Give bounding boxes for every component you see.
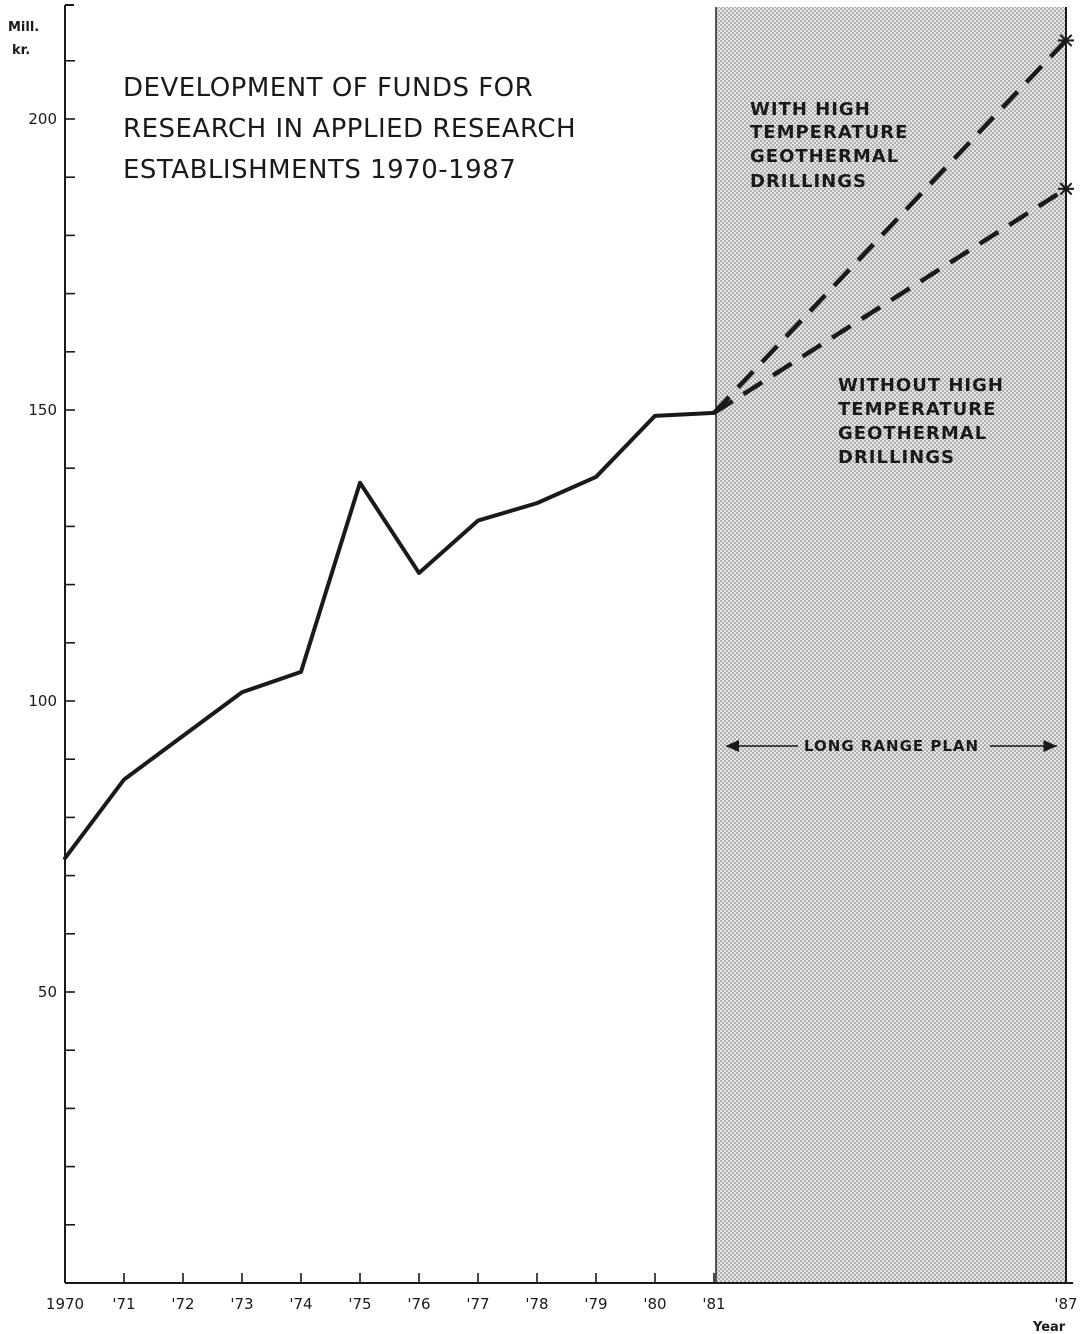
x-tick-label-1987: '87 xyxy=(1054,1295,1077,1313)
x-tick-label-1977: '77 xyxy=(466,1295,489,1313)
annotation-without-high-temp: WITHOUT HIGH TEMPERATURE GEOTHERMAL DRIL… xyxy=(838,375,1004,468)
title-line-3: ESTABLISHMENTS 1970-1987 xyxy=(123,155,516,185)
x-axis-label: Year xyxy=(1032,1320,1066,1334)
x-tick-label-1979: '79 xyxy=(584,1295,607,1313)
title-line-2: RESEARCH IN APPLIED RESEARCH xyxy=(123,114,576,144)
x-tick-label-1970: 1970 xyxy=(46,1295,84,1313)
y-tick-label-50: 50 xyxy=(38,983,57,1001)
annotation-with-line-1: WITH HIGH xyxy=(750,99,871,120)
star-stroke xyxy=(1059,182,1073,196)
x-tick-label-1972: '72 xyxy=(171,1295,194,1313)
y-tick-label-150: 150 xyxy=(28,401,57,419)
x-tick-label-1978: '78 xyxy=(525,1295,548,1313)
annotation-with-high-temp: WITH HIGH TEMPERATURE GEOTHERMAL DRILLIN… xyxy=(750,99,908,192)
annotation-with-line-2: TEMPERATURE xyxy=(750,122,908,143)
annotation-without-line-4: DRILLINGS xyxy=(838,447,955,468)
x-tick-label-1980: '80 xyxy=(643,1295,666,1313)
axes: 50 100 150 200 1970 '71 '72 '73 '74 '75 '76 '77 '78 '… xyxy=(28,4,1078,1313)
x-tick-label-1973: '73 xyxy=(230,1295,253,1313)
annotation-without-line-3: GEOTHERMAL xyxy=(838,423,987,444)
series-line-0 xyxy=(63,410,716,861)
y-unit-line-1: Mill. xyxy=(8,20,39,35)
x-tick-label-1981: '81 xyxy=(702,1295,725,1313)
annotation-without-line-2: TEMPERATURE xyxy=(838,399,996,420)
annotation-with-line-3: GEOTHERMAL xyxy=(750,146,899,167)
series-1-end-marker xyxy=(1058,32,1074,49)
annotation-with-line-4: DRILLINGS xyxy=(750,171,867,192)
x-tick-label-1976: '76 xyxy=(407,1295,430,1313)
long-range-plan-indicator: LONG RANGE PLAN xyxy=(725,737,1057,755)
x-tick-label-1975: '75 xyxy=(348,1295,371,1313)
x-tick-label-1971: '71 xyxy=(112,1295,135,1313)
chart-title: DEVELOPMENT OF FUNDS FOR RESEARCH IN APP… xyxy=(123,73,576,185)
long-range-plan-shaded-region xyxy=(717,7,1066,1283)
x-tick-label-1974: '74 xyxy=(289,1295,312,1313)
y-unit-line-2: kr. xyxy=(12,43,30,58)
title-line-1: DEVELOPMENT OF FUNDS FOR xyxy=(123,73,533,103)
series-2-end-marker xyxy=(1058,180,1074,197)
annotation-without-line-1: WITHOUT HIGH xyxy=(838,375,1004,396)
series-line-1 xyxy=(712,38,1068,415)
series-layer xyxy=(63,32,1074,861)
y-tick-label-200: 200 xyxy=(28,110,57,128)
long-range-plan-label: LONG RANGE PLAN xyxy=(804,737,979,755)
star-stroke xyxy=(1059,34,1073,47)
y-tick-label-100: 100 xyxy=(28,692,57,710)
